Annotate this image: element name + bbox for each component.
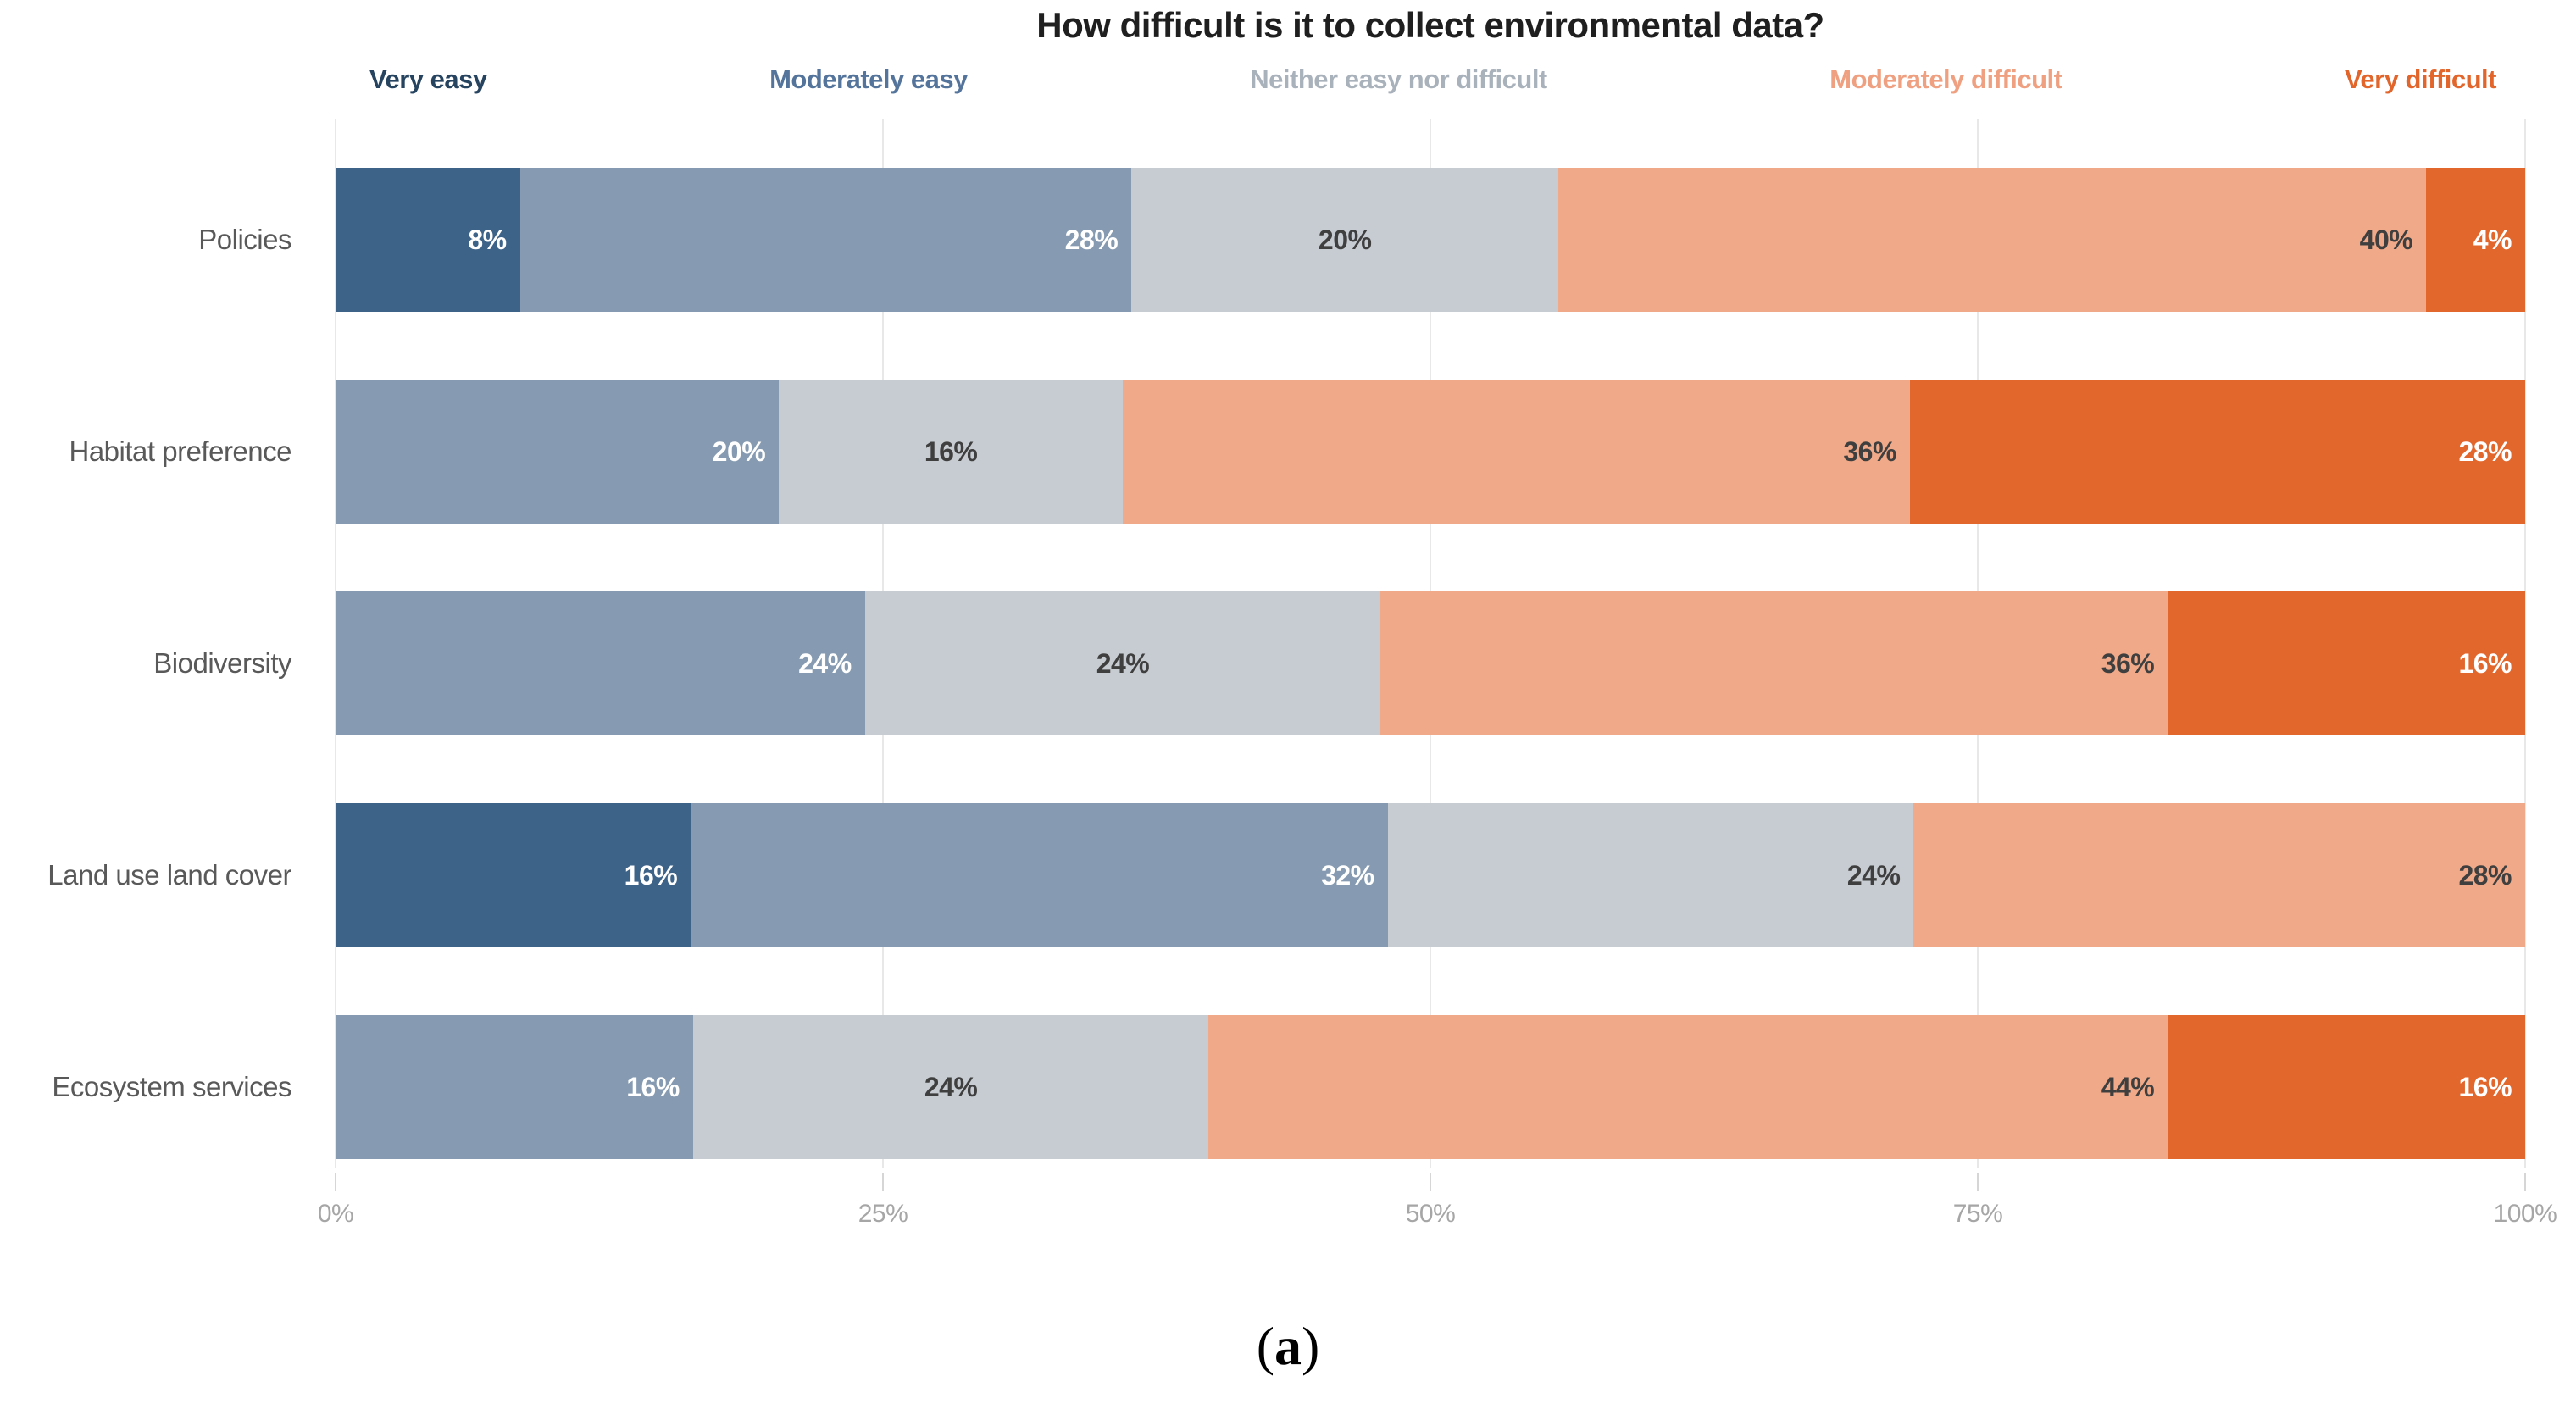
segment-ecosystem-services-moderately-easy: 16%: [336, 1015, 693, 1159]
tick-mark-100: [2524, 1173, 2526, 1191]
segment-land-use-land-cover-neither-easy-nor-difficult: 24%: [1387, 803, 1914, 947]
segment-ecosystem-services-neither-easy-nor-difficult: 24%: [692, 1015, 1209, 1159]
tick-mark-25: [882, 1173, 884, 1191]
segment-policies-moderately-difficult: 40%: [1558, 168, 2427, 312]
segment-policies-very-difficult: 4%: [2426, 168, 2525, 312]
legend-item-moderately-difficult: Moderately difficult: [1829, 64, 2062, 94]
segment-land-use-land-cover-moderately-easy: 32%: [691, 803, 1388, 947]
segment-policies-neither-easy-nor-difficult: 20%: [1131, 168, 1559, 312]
category-label-habitat-preference: Habitat preference: [69, 436, 292, 467]
chart-title: How difficult is it to collect environme…: [1036, 5, 1824, 45]
gridline-100: [2524, 119, 2526, 1168]
bar-row-policies: 8% 28% 20% 40% 4%: [336, 168, 2525, 312]
segment-habitat-preference-moderately-difficult: 36%: [1122, 380, 1910, 524]
legend-item-neither: Neither easy nor difficult: [1250, 64, 1547, 94]
category-labels: Policies Habitat preference Biodiversity La…: [0, 119, 314, 1168]
segment-biodiversity-neither-easy-nor-difficult: 24%: [864, 591, 1381, 735]
legend-item-moderately-easy: Moderately easy: [769, 64, 968, 94]
segment-ecosystem-services-moderately-difficult: 44%: [1208, 1015, 2168, 1159]
tick-label-100: 100%: [2493, 1200, 2557, 1228]
category-label-policies: Policies: [198, 224, 291, 255]
tick-label-50: 50%: [1405, 1200, 1456, 1228]
tick-label-25: 25%: [858, 1200, 908, 1228]
segment-habitat-preference-neither-easy-nor-difficult: 16%: [779, 380, 1123, 524]
segment-policies-very-easy: 8%: [336, 168, 520, 312]
x-axis: 0% 25% 50% 75% 100%: [318, 1168, 2557, 1261]
bar-row-land-use-land-cover: 16% 32% 24% 28%: [336, 803, 2525, 947]
caption-close-paren: ): [1302, 1316, 1320, 1376]
tick-label-0: 0%: [317, 1200, 354, 1228]
segment-habitat-preference-moderately-easy: 20%: [336, 380, 780, 524]
category-label-biodiversity: Biodiversity: [153, 647, 291, 679]
caption-open-paren: (: [1256, 1316, 1274, 1376]
bar-row-habitat-preference: 20% 16% 36% 28%: [336, 380, 2525, 524]
bar-row-ecosystem-services: 16% 24% 44% 16%: [336, 1015, 2526, 1159]
segment-biodiversity-moderately-difficult: 36%: [1380, 591, 2168, 735]
caption-letter: a: [1274, 1316, 1302, 1376]
segment-biodiversity-moderately-easy: 24%: [336, 591, 865, 735]
category-label-land-use-land-cover: Land use land cover: [47, 859, 291, 891]
tick-mark-75: [1977, 1173, 1979, 1191]
segment-land-use-land-cover-very-easy: 16%: [336, 803, 691, 947]
tick-mark-50: [1430, 1173, 1431, 1191]
legend-item-very-easy: Very easy: [369, 64, 487, 94]
legend-item-very-difficult: Very difficult: [2344, 64, 2497, 94]
tick-label-75: 75%: [1952, 1200, 2003, 1228]
bar-row-biodiversity: 24% 24% 36% 16%: [336, 591, 2525, 735]
segment-habitat-preference-very-difficult: 28%: [1909, 380, 2525, 524]
category-label-ecosystem-services: Ecosystem services: [52, 1071, 291, 1102]
plot-area: 8% 28% 20% 40% 4% 20% 16% 36% 28% 24% 24% 36% 16% 16%…: [335, 119, 2526, 1168]
tick-mark-0: [335, 1173, 336, 1191]
segment-policies-moderately-easy: 28%: [519, 168, 1132, 312]
segment-ecosystem-services-very-difficult: 16%: [2168, 1015, 2526, 1159]
segment-biodiversity-very-difficult: 16%: [2168, 591, 2525, 735]
segment-land-use-land-cover-moderately-difficult: 28%: [1913, 803, 2525, 947]
legend: Very easy Moderately easy Neither easy n…: [336, 64, 2525, 95]
subfigure-caption: (a): [0, 1315, 2576, 1378]
